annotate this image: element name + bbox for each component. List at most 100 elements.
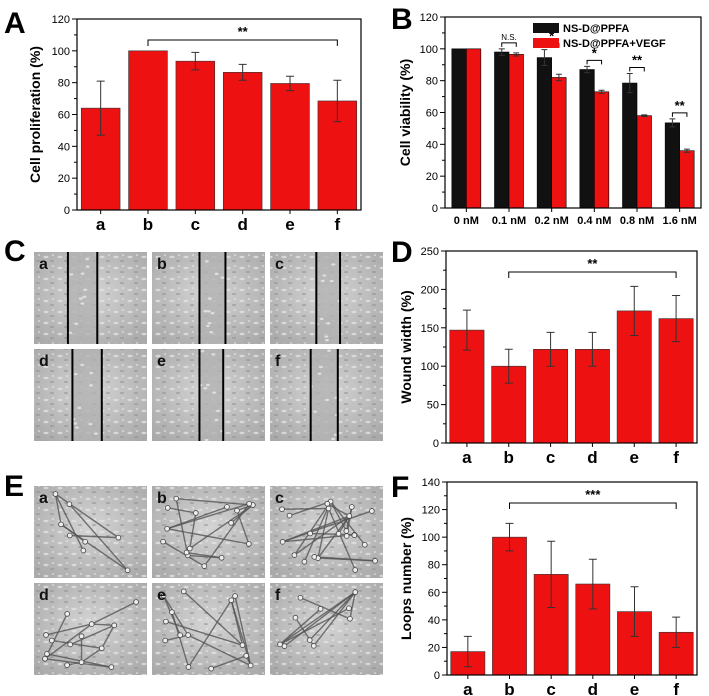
x-tick-label: a bbox=[462, 448, 472, 467]
y-tick-label: 80 bbox=[428, 560, 440, 572]
y-tick-label: 120 bbox=[420, 12, 438, 24]
tube-segment bbox=[165, 634, 189, 642]
migrated-cell bbox=[88, 384, 93, 387]
error-bar bbox=[504, 348, 513, 384]
cell-node bbox=[208, 665, 214, 672]
legend-swatch bbox=[533, 38, 559, 48]
x-tick-label: f bbox=[673, 448, 679, 467]
cell-node bbox=[64, 611, 71, 617]
panel-E-micrographs: a b c d e f bbox=[34, 486, 383, 675]
cell-node bbox=[352, 589, 359, 595]
migrated-cell bbox=[207, 322, 212, 325]
scratch-gap bbox=[199, 349, 224, 441]
error-bar bbox=[191, 51, 200, 71]
cell-node bbox=[44, 651, 50, 657]
tube-segment bbox=[162, 595, 189, 636]
migrated-cell bbox=[329, 279, 334, 283]
tube-segment bbox=[69, 624, 115, 646]
bar-c bbox=[175, 60, 216, 211]
bar-NS-D@PPFA-0.4 nM bbox=[579, 69, 595, 209]
migrated-cell bbox=[327, 349, 332, 352]
tube-segment bbox=[289, 500, 331, 517]
micrograph-label: b bbox=[157, 490, 167, 507]
tube-segment bbox=[101, 625, 115, 649]
cell-node bbox=[173, 495, 180, 502]
cell-node bbox=[98, 645, 105, 652]
migrated-cell bbox=[313, 410, 318, 413]
panel-C-micrographs: a b c d e f bbox=[34, 252, 383, 442]
y-axis-label: Loops number (%) bbox=[398, 517, 414, 640]
y-tick-label: 0 bbox=[64, 205, 70, 217]
y-tick-label: 100 bbox=[422, 532, 440, 544]
cell-node bbox=[164, 505, 171, 511]
cell-node bbox=[279, 506, 285, 513]
tube-segment bbox=[162, 541, 205, 567]
migrated-cell bbox=[80, 272, 85, 275]
migrated-cell bbox=[89, 371, 94, 375]
x-tick-label: 1.6 nM bbox=[663, 215, 697, 227]
tube-segment bbox=[44, 623, 93, 660]
significance-bracket bbox=[509, 502, 677, 509]
cell-node bbox=[66, 532, 73, 539]
error-bar bbox=[626, 73, 633, 94]
micrograph-E-b: b bbox=[152, 486, 265, 578]
migrated-cell bbox=[78, 297, 83, 300]
scratch-gap bbox=[310, 349, 338, 441]
y-tick-label: 0 bbox=[432, 203, 438, 215]
scratch-gap bbox=[199, 252, 226, 344]
x-tick-label: c bbox=[546, 680, 555, 696]
cell-node bbox=[180, 588, 187, 595]
migrated-cell bbox=[214, 418, 219, 422]
panel-label-D: D bbox=[391, 236, 413, 269]
error-bar bbox=[630, 285, 639, 336]
y-tick-label: 0 bbox=[434, 670, 440, 682]
cell-node bbox=[346, 513, 353, 519]
significance-label: * bbox=[549, 29, 555, 44]
error-bar bbox=[555, 73, 562, 82]
x-tick-label: d bbox=[237, 215, 247, 234]
cell-node bbox=[162, 637, 169, 644]
migrated-cell bbox=[203, 310, 208, 313]
plot-frame bbox=[76, 18, 362, 211]
tube-segment bbox=[166, 506, 228, 530]
tube-segment bbox=[81, 647, 103, 663]
tube-segment bbox=[46, 653, 112, 668]
bar-b bbox=[128, 50, 168, 211]
tube-segment bbox=[210, 655, 247, 670]
x-tick-label: b bbox=[504, 448, 514, 467]
migrated-cell bbox=[69, 273, 74, 276]
micrograph-label: f bbox=[275, 353, 281, 370]
bar-d bbox=[222, 72, 263, 211]
cell-node bbox=[218, 554, 225, 561]
x-tick-label: 0.4 nM bbox=[577, 215, 611, 227]
migrated-cell bbox=[331, 263, 336, 266]
cell-node bbox=[291, 552, 298, 558]
migrated-cell bbox=[320, 279, 325, 283]
tube-segment bbox=[284, 591, 356, 647]
cell-node bbox=[372, 558, 378, 564]
tube-segment bbox=[176, 497, 253, 506]
migrated-cell bbox=[317, 372, 322, 375]
micrograph-label: d bbox=[39, 353, 49, 370]
migrated-cell bbox=[214, 272, 219, 276]
cell-node bbox=[239, 642, 246, 648]
tube-segment bbox=[51, 639, 102, 649]
x-tick-label: d bbox=[587, 448, 597, 467]
cell-texture bbox=[34, 486, 147, 578]
error-bar bbox=[462, 309, 471, 351]
cell-node bbox=[301, 558, 308, 565]
micrograph-label: e bbox=[157, 353, 166, 370]
panel-label-F: F bbox=[391, 471, 409, 504]
micrograph-E-e: e bbox=[152, 583, 265, 675]
x-tick-label: 0.8 nM bbox=[620, 215, 654, 227]
tube-segment bbox=[162, 595, 181, 636]
error-bar bbox=[238, 63, 247, 81]
migrated-cell bbox=[206, 310, 211, 313]
tube-segment bbox=[166, 503, 250, 530]
cell-node bbox=[307, 530, 313, 537]
panel-label-C: C bbox=[4, 235, 26, 268]
cell-texture bbox=[34, 583, 147, 675]
tube-segment bbox=[293, 501, 332, 556]
cell-node bbox=[177, 632, 183, 638]
